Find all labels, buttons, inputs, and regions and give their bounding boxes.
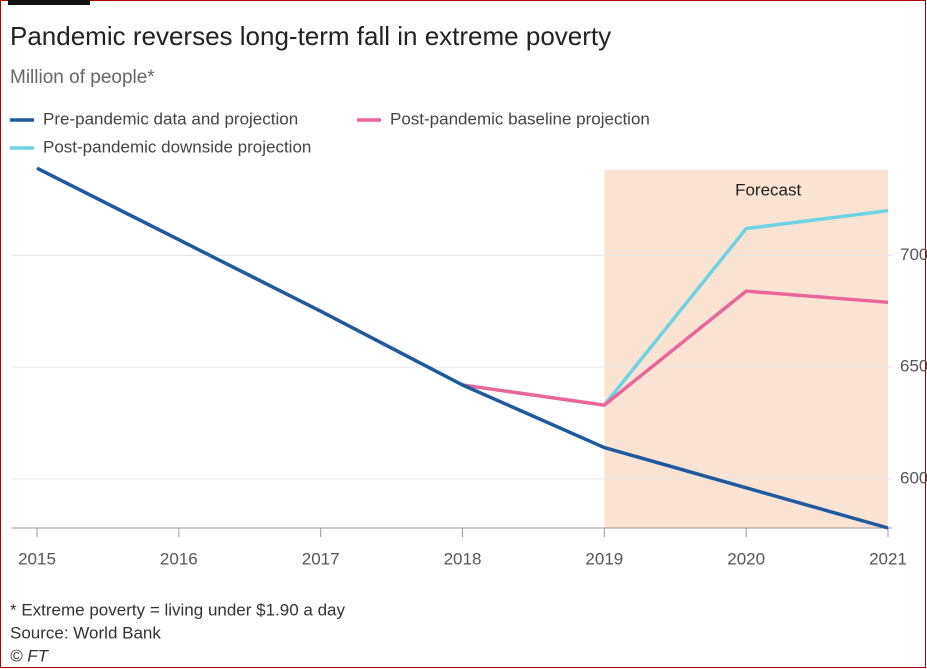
x-tick-label: 2015 xyxy=(18,549,56,568)
forecast-band xyxy=(604,170,888,528)
series-line xyxy=(602,208,889,407)
brand-bar xyxy=(8,0,90,5)
legend: Pre-pandemic data and projection Post-pan… xyxy=(10,109,650,156)
x-tick-label: 2016 xyxy=(160,549,198,568)
series-line xyxy=(462,289,889,407)
y-tick-label: 700 xyxy=(900,245,927,264)
notes: * Extreme poverty = living under $1.90 a… xyxy=(10,600,345,665)
legend-label: Pre-pandemic data and projection xyxy=(43,109,298,128)
forecast-label: Forecast xyxy=(735,180,801,199)
legend-label: Post-pandemic downside projection xyxy=(43,137,311,156)
series-line xyxy=(36,166,889,530)
note: Source: World Bank xyxy=(10,623,161,642)
x-tick-label: 2017 xyxy=(302,549,340,568)
plot-area: Forecast 600 650 700 2015 2016 2017 2018 2019 202… xyxy=(12,166,927,568)
legend-label: Post-pandemic baseline projection xyxy=(390,109,650,128)
x-tick-label: 2021 xyxy=(869,549,907,568)
y-tick-label: 650 xyxy=(900,357,927,376)
x-tick-label: 2018 xyxy=(444,549,482,568)
y-tick-label: 600 xyxy=(900,468,927,487)
note: © FT xyxy=(10,646,50,665)
x-tick-label: 2019 xyxy=(585,549,623,568)
chart-title: Pandemic reverses long-term fall in extr… xyxy=(10,21,611,51)
note: * Extreme poverty = living under $1.90 a… xyxy=(10,600,345,619)
x-tick-label: 2020 xyxy=(727,549,765,568)
chart-subtitle: Million of people* xyxy=(10,67,155,88)
